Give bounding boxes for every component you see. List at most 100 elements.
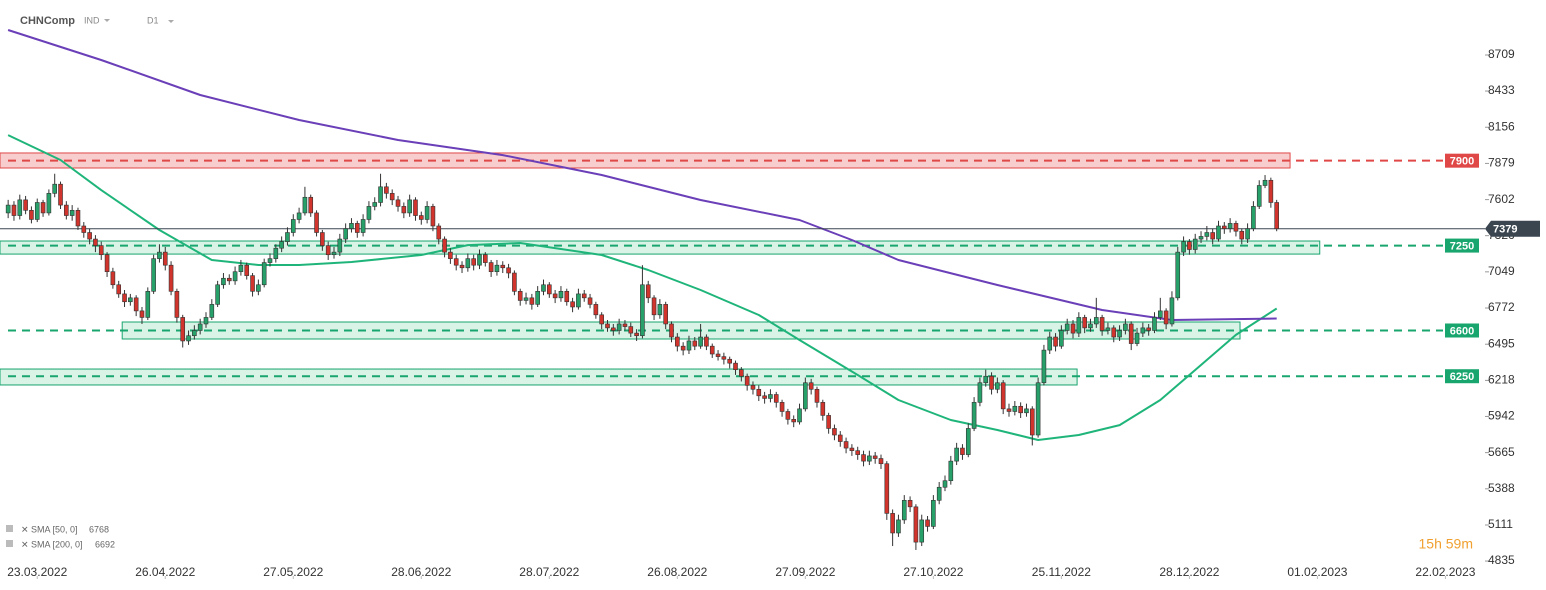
candle-body [442,238,447,253]
candle-body [1053,336,1058,347]
candle-body [116,284,122,295]
legend-icon[interactable] [6,540,13,547]
candle-body [203,317,209,325]
candle-body [174,291,180,318]
candle-body [58,183,63,206]
candle-body [680,345,686,351]
candle-body [523,297,529,301]
candle-body [570,301,575,308]
legend-name: SMA [200, 0] [31,539,83,549]
candle-body [1187,241,1192,250]
legend-icon[interactable] [6,525,13,532]
candle-body [808,382,814,390]
candle-body [803,382,808,410]
candle-body [197,323,203,331]
candle-body [128,297,133,303]
candle-body [366,206,372,220]
last-price-tag [1485,220,1540,237]
candle-body [1088,323,1093,329]
candle-body [971,402,977,429]
y-tick-label: 8433 [1488,83,1515,97]
candle-body [721,356,727,360]
sma-line [7,29,1277,321]
candle-body [209,304,215,318]
candle-body [942,480,948,488]
dropdown-arrow[interactable] [104,19,110,22]
candle-body [1070,323,1076,334]
candle-body [1082,317,1087,329]
candle-body [1233,223,1239,232]
legend-close[interactable]: ✕ [21,539,29,549]
y-tick-label: 5111 [1488,517,1513,531]
candle-body [867,455,872,462]
candle-body [692,340,698,347]
candle-body [40,202,46,214]
x-tick-label: 28.06.2022 [391,565,451,579]
candle-body [1117,330,1122,338]
symbol: CHNComp [20,15,75,27]
candle-body [564,291,570,303]
candle-body [878,458,884,465]
legend-close[interactable]: ✕ [21,524,29,534]
y-tick-label: 6495 [1488,336,1515,350]
candle-body [418,215,424,220]
legend-value: 6692 [95,539,115,549]
candle-body [704,336,709,347]
candle-body [1059,330,1064,347]
candle-body [151,258,156,292]
candle-body [791,419,797,423]
candle-body [81,225,87,233]
candle-body [855,450,861,455]
candle-body [238,264,244,273]
level-tag [1445,153,1479,168]
instrument-class[interactable]: IND [84,15,100,25]
y-tick-label: 5388 [1488,481,1515,495]
x-tick-label: 26.04.2022 [135,565,195,579]
candle-body [651,297,657,316]
x-tick-label: 26.08.2022 [647,565,707,579]
candle-body [226,277,232,282]
candle-body [360,219,366,233]
dropdown-arrow[interactable] [168,20,174,23]
y-tick-label: 8709 [1488,47,1515,61]
interval[interactable]: D1 [147,15,159,25]
candle-body [936,486,942,501]
candle-body [1000,382,1006,410]
candle-body [314,212,319,233]
candle-body [75,210,81,227]
candle-body [779,402,785,412]
candle-body [820,402,826,416]
candle-body [686,340,692,351]
candle-body [17,199,23,216]
candle-body [186,335,191,342]
candle-body [814,388,820,403]
candle-body [727,358,732,364]
candle-body [1239,230,1245,240]
candle-body [145,291,151,318]
candle-body [453,258,459,266]
candle-body [1198,236,1204,240]
candle-body [285,232,290,242]
candle-body [983,375,989,384]
candle-body [948,460,954,482]
candle-body [192,330,197,337]
last-price-label: 7379 [1493,224,1517,236]
candle-body [1245,228,1250,240]
y-tick-label: 7879 [1488,156,1515,170]
candle-body [605,323,610,329]
candle-body [872,455,878,459]
candle-body [837,434,843,442]
candle-body [401,206,407,214]
candle-body [1268,179,1274,203]
candle-body [221,277,226,286]
candle-body [756,388,762,397]
candle-body [250,275,255,292]
candle-body [1024,408,1029,414]
candle-body [483,254,488,263]
candle-body [413,199,418,216]
candle-body [587,297,593,305]
level-tag [1445,238,1479,253]
candle-body [1140,327,1146,334]
candle-body [389,193,395,201]
level-label: 7900 [1450,156,1474,168]
